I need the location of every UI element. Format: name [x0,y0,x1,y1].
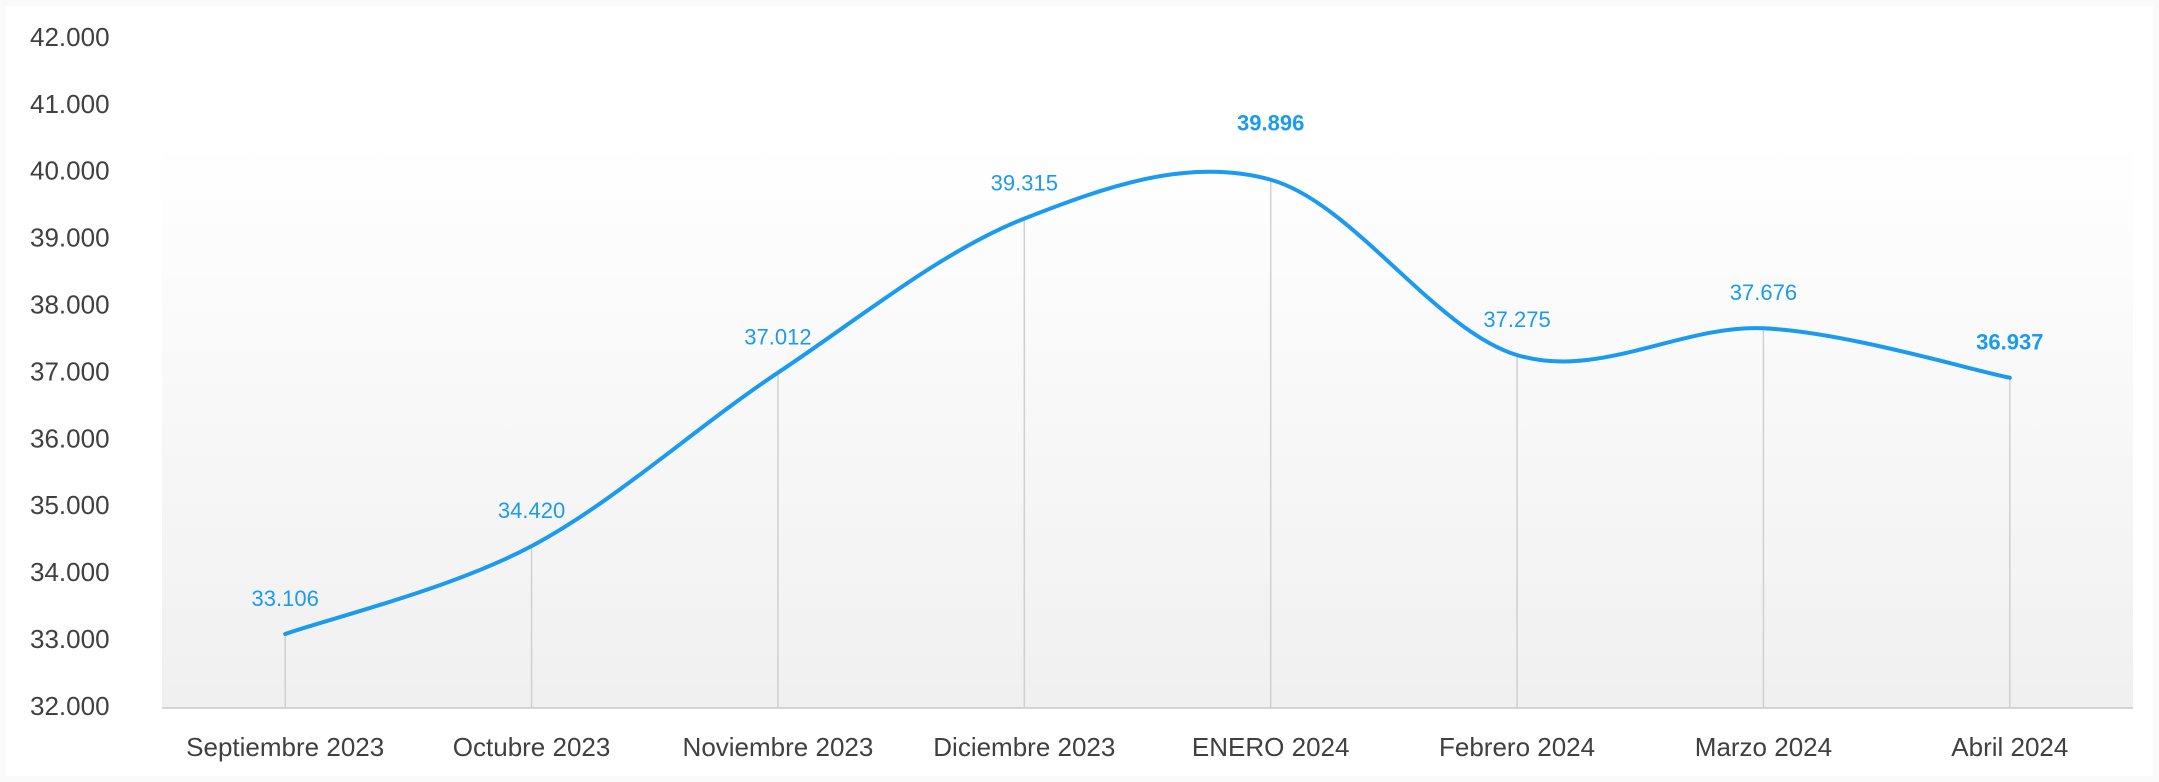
y-tick-label: 39.000 [30,223,110,253]
plot-area [162,39,2133,708]
data-label: 39.315 [991,170,1058,195]
x-tick-label: Septiembre 2023 [186,732,384,762]
y-tick-label: 38.000 [30,289,110,319]
y-tick-label: 33.000 [30,624,110,654]
x-tick-label: Abril 2024 [1951,732,2068,762]
data-label: 37.275 [1483,307,1550,332]
y-tick-label: 34.000 [30,557,110,587]
x-tick-label: ENERO 2024 [1192,732,1350,762]
data-label: 36.937 [1976,330,2043,355]
y-tick-label: 41.000 [30,89,110,119]
y-tick-label: 37.000 [30,356,110,386]
y-tick-label: 42.000 [30,22,110,52]
x-tick-label: Octubre 2023 [453,732,611,762]
y-tick-label: 32.000 [30,691,110,721]
data-label: 39.896 [1237,111,1304,136]
x-tick-label: Febrero 2024 [1439,732,1595,762]
y-tick-label: 36.000 [30,423,110,453]
x-tick-label: Marzo 2024 [1695,732,1832,762]
data-label: 33.106 [252,586,319,611]
y-tick-label: 40.000 [30,156,110,186]
data-label: 37.676 [1730,280,1797,305]
x-tick-label: Noviembre 2023 [683,732,874,762]
line [283,169,2012,637]
data-label: 37.012 [744,325,811,350]
x-tick-label: Diciembre 2023 [933,732,1115,762]
y-tick-label: 35.000 [30,490,110,520]
data-label: 34.420 [498,498,565,523]
